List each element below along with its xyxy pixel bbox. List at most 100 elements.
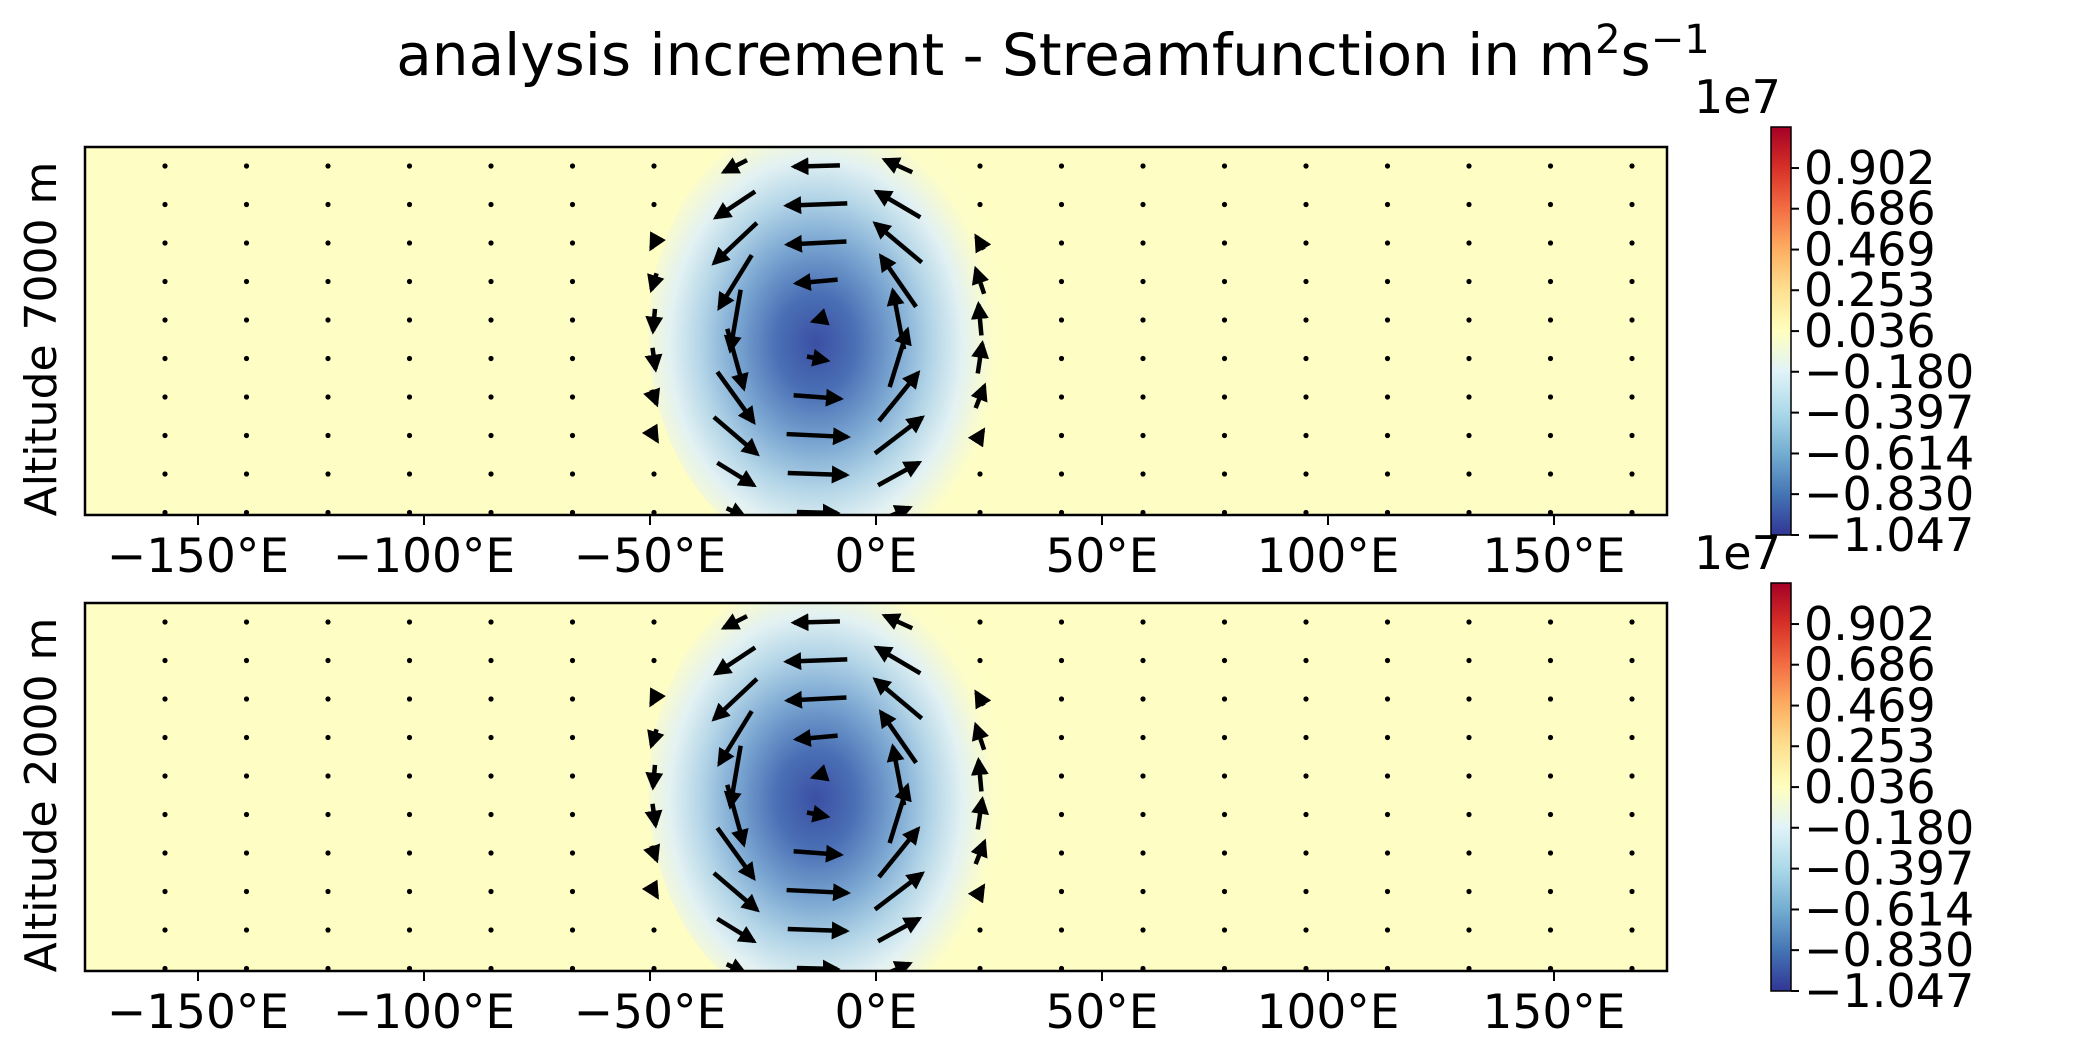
- wind-point: [406, 201, 413, 208]
- wind-point: [488, 471, 494, 477]
- wind-point: [406, 278, 413, 285]
- wind-point: [1547, 394, 1554, 400]
- wind-point: [1629, 734, 1635, 741]
- wind-point: [162, 927, 168, 933]
- wind-point: [162, 619, 168, 625]
- wind-point: [488, 355, 494, 362]
- wind-point: [1058, 432, 1065, 439]
- wind-point: [406, 432, 413, 439]
- wind-arrow: [806, 348, 831, 367]
- wind-point: [1140, 317, 1146, 323]
- wind-point: [406, 734, 413, 741]
- wind-point: [1221, 657, 1228, 664]
- wind-arrow: [796, 503, 841, 515]
- wind-point: [488, 317, 494, 323]
- wind-point: [1140, 394, 1146, 400]
- wind-point: [1384, 811, 1391, 818]
- wind-arrow: [715, 370, 756, 425]
- colorbar: [1770, 126, 1792, 536]
- wind-point: [1629, 394, 1635, 400]
- wind-point: [1384, 432, 1391, 439]
- wind-point: [569, 888, 576, 895]
- wind-point: [488, 696, 494, 702]
- wind-point: [1303, 965, 1309, 971]
- colorbar-tick-label: 0.902: [1804, 597, 1936, 651]
- x-tick-label: 0°E: [834, 529, 917, 584]
- wind-point: [1547, 888, 1554, 895]
- wind-arrow: [793, 844, 844, 863]
- wind-arrow: [711, 677, 759, 722]
- wind-point: [1221, 773, 1228, 779]
- wind-point: [1547, 201, 1554, 208]
- wind-point: [243, 394, 250, 400]
- colorbar-tick-label: −0.397: [1804, 842, 1974, 896]
- wind-point: [569, 240, 576, 246]
- wind-point: [1629, 888, 1635, 895]
- wind-point: [1140, 888, 1146, 895]
- wind-arrow: [806, 804, 831, 823]
- colorbar-tick-label: −0.830: [1804, 467, 1974, 521]
- wind-arrow: [720, 157, 749, 174]
- x-tick-label: 0°E: [834, 985, 917, 1040]
- vector-layer: [162, 157, 1635, 515]
- wind-point: [569, 163, 576, 169]
- wind-point: [1466, 471, 1472, 477]
- wind-point: [488, 734, 494, 741]
- wind-point: [651, 965, 657, 971]
- wind-arrow: [716, 460, 757, 488]
- colorbar-tick-label: 0.686: [1804, 638, 1936, 692]
- wind-point: [569, 850, 576, 856]
- x-tick-label: 50°E: [1045, 529, 1158, 584]
- wind-point: [1140, 471, 1146, 477]
- wind-point: [243, 240, 250, 246]
- wind-point: [488, 927, 494, 933]
- wind-point: [651, 509, 657, 515]
- wind-point: [1384, 696, 1391, 702]
- wind-arrow: [716, 916, 757, 944]
- wind-point: [243, 657, 250, 664]
- x-tick-label: −50°E: [574, 985, 726, 1040]
- wind-point: [325, 317, 331, 323]
- wind-arrow: [712, 871, 760, 913]
- wind-point: [1547, 432, 1554, 439]
- wind-point: [406, 163, 413, 169]
- wind-point: [406, 888, 413, 895]
- vortex-contour: [648, 603, 1005, 971]
- wind-point: [325, 696, 331, 702]
- wind-point: [488, 965, 494, 971]
- wind-point: [1629, 432, 1635, 439]
- wind-point: [1140, 509, 1146, 515]
- colorbar-tick-label: −0.614: [1804, 882, 1974, 936]
- wind-point: [162, 773, 168, 779]
- wind-arrow: [643, 843, 661, 864]
- wind-point: [243, 317, 250, 323]
- wind-arrow: [877, 826, 921, 879]
- wind-point: [162, 201, 168, 208]
- wind-point: [1466, 509, 1472, 515]
- wind-point: [1466, 850, 1472, 856]
- wind-point: [1221, 317, 1228, 323]
- x-tick-label: 100°E: [1257, 985, 1400, 1040]
- wind-arrow: [967, 883, 986, 904]
- wind-point: [243, 734, 250, 741]
- wind-point: [488, 201, 494, 208]
- x-tick-label: 150°E: [1483, 985, 1626, 1040]
- wind-point: [1058, 811, 1065, 818]
- wind-arrow: [970, 838, 988, 865]
- wind-point: [1140, 432, 1146, 439]
- wind-point: [162, 965, 168, 971]
- wind-point: [977, 965, 983, 971]
- wind-point: [162, 355, 168, 362]
- wind-point: [1547, 965, 1554, 971]
- wind-point: [1221, 888, 1228, 895]
- wind-point: [977, 927, 983, 933]
- wind-point: [1303, 471, 1309, 477]
- wind-point: [162, 509, 168, 515]
- wind-point: [1629, 850, 1635, 856]
- wind-point: [1384, 965, 1391, 971]
- colorbar-tick-label: −1.047: [1804, 508, 1974, 562]
- wind-point: [1547, 240, 1554, 246]
- wind-arrow: [878, 709, 918, 765]
- wind-arrow: [970, 756, 989, 792]
- wind-point: [1303, 773, 1309, 779]
